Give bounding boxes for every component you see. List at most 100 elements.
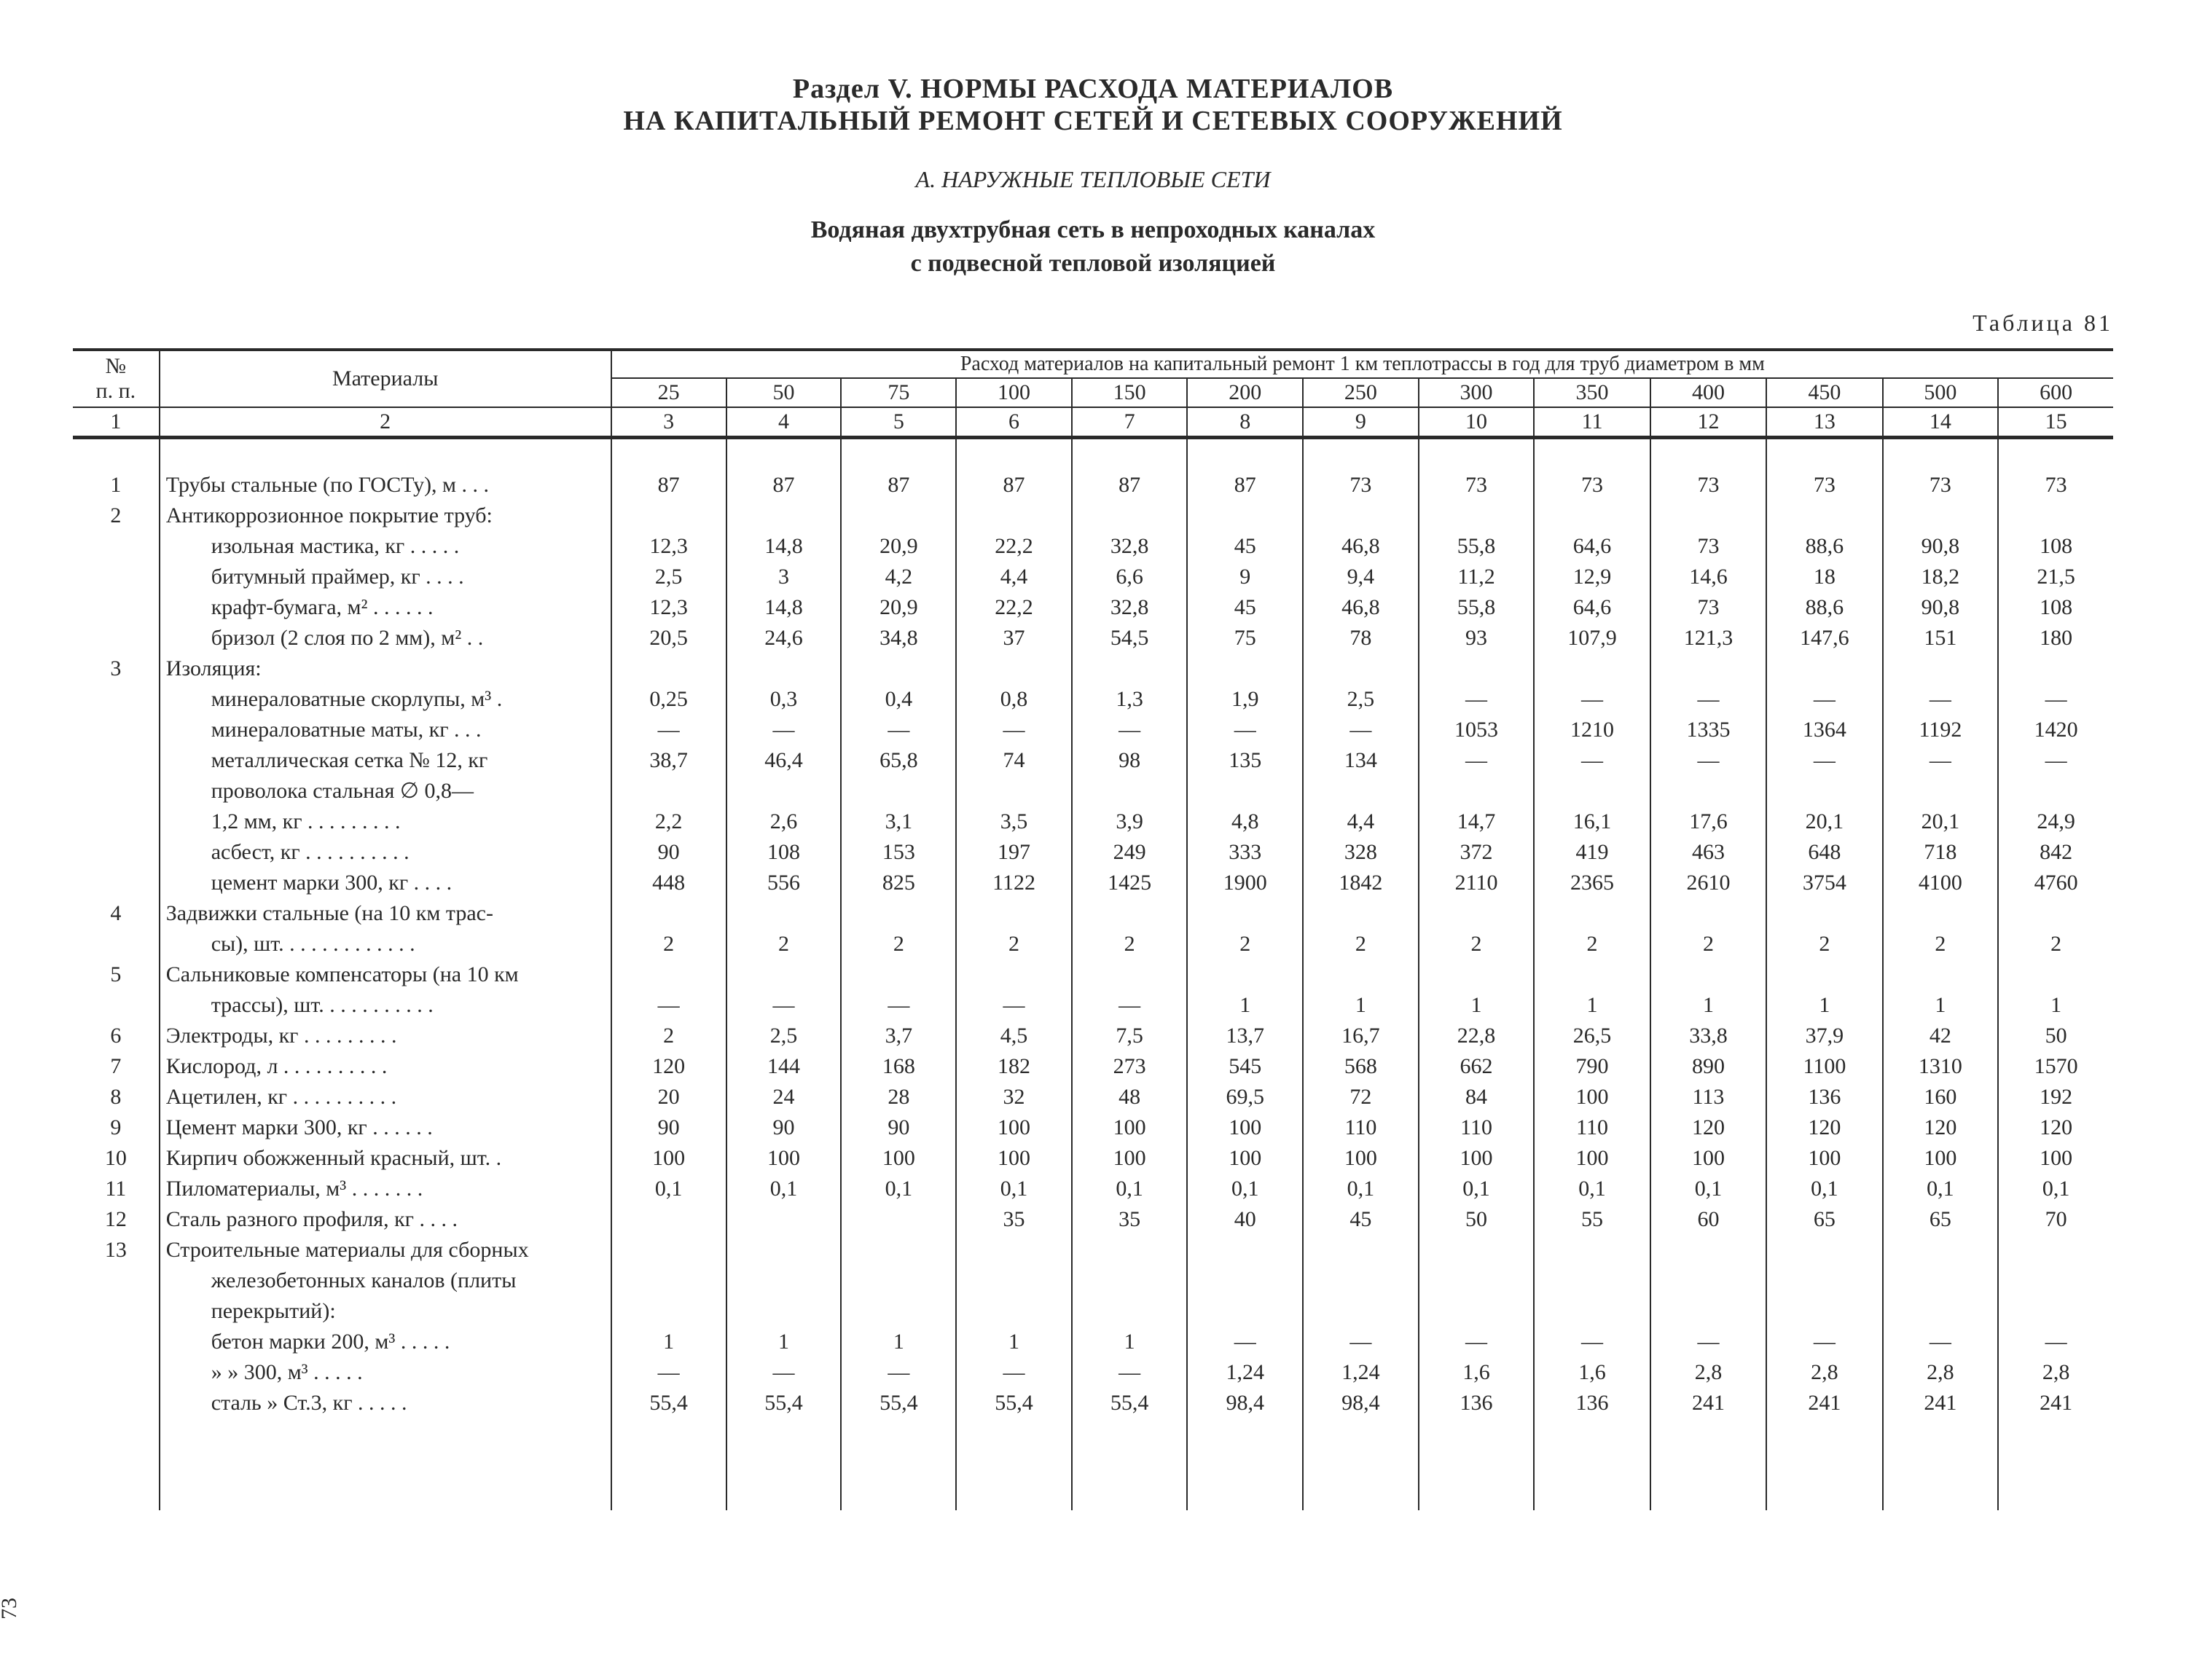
cell-value: 241 bbox=[1650, 1388, 1766, 1418]
cell-value: — bbox=[1303, 1327, 1419, 1357]
cell-value: 22,2 bbox=[956, 592, 1072, 623]
cell-value: 110 bbox=[1303, 1112, 1419, 1143]
cell-value: 87 bbox=[611, 470, 726, 501]
cell-value: 718 bbox=[1883, 837, 1999, 868]
cell-value: 14,8 bbox=[726, 592, 842, 623]
cell-value bbox=[1303, 959, 1419, 990]
cell-value: 1 bbox=[1072, 1327, 1188, 1357]
title-block: Раздел V. НОРМЫ РАСХОДА МАТЕРИАЛОВ НА КА… bbox=[73, 73, 2113, 137]
cell-value: 90,8 bbox=[1883, 531, 1999, 562]
cell-value bbox=[956, 898, 1072, 929]
cell-value: 648 bbox=[1766, 837, 1882, 868]
cell-value: 2 bbox=[1534, 929, 1650, 959]
table-row: проволока стальная ∅ 0,8— bbox=[73, 776, 2113, 806]
table-row: 8Ацетилен, кг . . . . . . . . . .2024283… bbox=[73, 1082, 2113, 1112]
table-row: 4Задвижки стальные (на 10 км трас- bbox=[73, 898, 2113, 929]
cell-value bbox=[1998, 501, 2113, 531]
table-row: бризол (2 слоя по 2 мм), м² . .20,524,63… bbox=[73, 623, 2113, 653]
cell-value: 120 bbox=[1998, 1112, 2113, 1143]
cell-value: 192 bbox=[1998, 1082, 2113, 1112]
cell-value: — bbox=[1419, 745, 1535, 776]
table-row: металлическая сетка № 12, кг38,746,465,8… bbox=[73, 745, 2113, 776]
table-row: 2Антикоррозионное покрытие труб: bbox=[73, 501, 2113, 531]
cell-value: 4,5 bbox=[956, 1021, 1072, 1051]
cell-value bbox=[1303, 653, 1419, 684]
cell-value: 110 bbox=[1534, 1112, 1650, 1143]
header-caption: Расход материалов на капитальный ремонт … bbox=[611, 350, 2113, 378]
cell-value: 100 bbox=[1534, 1143, 1650, 1174]
cell-value bbox=[1998, 898, 2113, 929]
cell-value: 4,4 bbox=[1303, 806, 1419, 837]
row-label: изольная мастика, кг . . . . . bbox=[160, 531, 611, 562]
row-number bbox=[73, 592, 160, 623]
cell-value bbox=[1187, 1235, 1303, 1265]
cell-value bbox=[1534, 898, 1650, 929]
cell-value: — bbox=[1883, 1327, 1999, 1357]
cell-value: 2,5 bbox=[611, 562, 726, 592]
row-number bbox=[73, 1296, 160, 1327]
cell-value: 1420 bbox=[1998, 715, 2113, 745]
cell-value: 98,4 bbox=[1187, 1388, 1303, 1418]
cell-value: 249 bbox=[1072, 837, 1188, 868]
cell-value bbox=[1650, 653, 1766, 684]
table-subtitle1: Водяная двухтрубная сеть в непроходных к… bbox=[73, 213, 2113, 247]
cell-value: 1192 bbox=[1883, 715, 1999, 745]
header-diameter: 400 bbox=[1650, 378, 1766, 407]
header-col-num: №п. п. bbox=[73, 350, 160, 407]
cell-value bbox=[611, 1204, 726, 1235]
row-label: трассы), шт. . . . . . . . . . . bbox=[160, 990, 611, 1021]
cell-value: 24 bbox=[726, 1082, 842, 1112]
cell-value: — bbox=[1650, 745, 1766, 776]
row-number: 4 bbox=[73, 898, 160, 929]
cell-value: 1100 bbox=[1766, 1051, 1882, 1082]
table-row: 10Кирпич обожженный красный, шт. .100100… bbox=[73, 1143, 2113, 1174]
cell-value: 1425 bbox=[1072, 868, 1188, 898]
row-label: перекрытий): bbox=[160, 1296, 611, 1327]
cell-value bbox=[1419, 1265, 1535, 1296]
table-row: перекрытий): bbox=[73, 1296, 2113, 1327]
cell-value: 113 bbox=[1650, 1082, 1766, 1112]
row-label: Антикоррозионное покрытие труб: bbox=[160, 501, 611, 531]
row-number bbox=[73, 929, 160, 959]
cell-value: 13,7 bbox=[1187, 1021, 1303, 1051]
cell-value: 12,3 bbox=[611, 531, 726, 562]
cell-value bbox=[611, 1265, 726, 1296]
header-diameter: 600 bbox=[1998, 378, 2113, 407]
cell-value: 20,9 bbox=[841, 531, 956, 562]
cell-value: 100 bbox=[1650, 1143, 1766, 1174]
row-number: 1 bbox=[73, 470, 160, 501]
cell-value bbox=[726, 1296, 842, 1327]
cell-value bbox=[1419, 776, 1535, 806]
cell-value: 90 bbox=[841, 1112, 956, 1143]
cell-value: 108 bbox=[726, 837, 842, 868]
cell-value bbox=[726, 1204, 842, 1235]
cell-value: 0,1 bbox=[1766, 1174, 1882, 1204]
cell-value bbox=[841, 1296, 956, 1327]
cell-value: 2 bbox=[611, 929, 726, 959]
header-colnum: 2 bbox=[160, 407, 611, 438]
cell-value: 100 bbox=[1534, 1082, 1650, 1112]
cell-value: 1335 bbox=[1650, 715, 1766, 745]
cell-value: 100 bbox=[841, 1143, 956, 1174]
cell-value: 84 bbox=[1419, 1082, 1535, 1112]
cell-value: 7,5 bbox=[1072, 1021, 1188, 1051]
header-colnum: 14 bbox=[1883, 407, 1999, 438]
cell-value: 78 bbox=[1303, 623, 1419, 653]
cell-value bbox=[1072, 776, 1188, 806]
cell-value bbox=[1998, 1296, 2113, 1327]
cell-value: 2,6 bbox=[726, 806, 842, 837]
cell-value: 134 bbox=[1303, 745, 1419, 776]
cell-value: — bbox=[1766, 684, 1882, 715]
cell-value bbox=[1998, 776, 2113, 806]
table-row: цемент марки 300, кг . . . .448556825112… bbox=[73, 868, 2113, 898]
cell-value: 241 bbox=[1883, 1388, 1999, 1418]
cell-value bbox=[1650, 1265, 1766, 1296]
row-label: Сальниковые компенсаторы (на 10 км bbox=[160, 959, 611, 990]
cell-value: 1 bbox=[1883, 990, 1999, 1021]
cell-value bbox=[611, 1235, 726, 1265]
row-number bbox=[73, 1265, 160, 1296]
cell-value bbox=[726, 959, 842, 990]
cell-value: 100 bbox=[1998, 1143, 2113, 1174]
cell-value: 2 bbox=[1650, 929, 1766, 959]
cell-value bbox=[1883, 776, 1999, 806]
